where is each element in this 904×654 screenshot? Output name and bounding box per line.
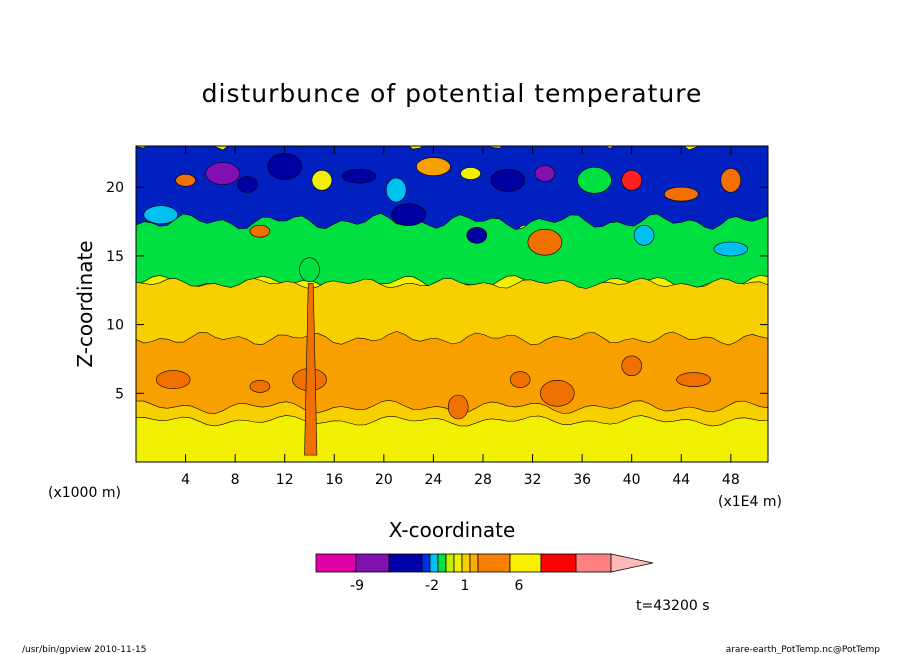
footer-right: arare-earth_PotTemp.nc@PotTemp [726,645,881,654]
x-tick-label: 36 [573,472,591,488]
field-blob [534,165,556,182]
field-blob [385,177,407,203]
x-tick-label: 28 [474,472,492,488]
field-blob [299,257,320,283]
y-tick-label: 10 [106,318,124,334]
field-blob [713,241,749,257]
field-blob [267,153,303,180]
colorbar-segment [429,553,439,573]
field-blob [621,170,643,191]
field-blob [490,169,526,192]
field-blob [249,224,271,238]
field-blob [621,355,643,377]
x-tick-label: 20 [375,472,393,488]
field-blob [249,380,271,393]
field-blob [311,170,333,191]
field-blob [539,379,575,407]
colorbar-tick-label: -2 [425,578,439,594]
colorbar-segment [509,553,542,573]
field-blob [341,168,377,184]
y-axis: 5 10 15 20 [106,180,768,402]
field-blob [466,227,488,244]
field-blob [720,168,742,193]
colorbar-segment [437,553,447,573]
field-blob [447,394,469,420]
colorbar-segment [469,553,479,573]
colorbar-tick-label: 1 [461,578,470,594]
x-tick-label: 16 [325,472,343,488]
potential-temperature-field [136,146,768,462]
x-axis-unit: (x1E4 m) [718,494,782,510]
field-blob [509,371,531,388]
colorbar-segment [445,553,455,573]
y-axis-unit: (x1000 m) [48,485,121,501]
colorbar-extension [610,553,654,573]
core-warm-band [136,331,768,414]
colorbar-segment [315,553,357,573]
x-tick-label: 48 [722,472,740,488]
field-blob [155,370,191,389]
time-label: t=43200 s [636,598,710,614]
colorbar-segment [388,553,423,573]
field-blob [143,205,179,224]
plot-frame [135,145,769,463]
field-blob [577,167,612,194]
field-blob [205,162,240,185]
field-blob [460,167,481,180]
colorbar-tick-label: 6 [515,578,524,594]
x-axis-label: X-coordinate [389,518,516,542]
colorbar-segment [461,553,471,573]
field-blob [175,174,196,187]
x-tick-label: 32 [524,472,542,488]
field-blob [416,157,451,176]
colorbar-segment [540,553,577,573]
x-tick-label: 40 [623,472,641,488]
colorbar-segment [421,553,431,573]
chart-title: disturbunce of potential temperature [202,79,703,108]
colorbar-segment [477,553,511,573]
x-tick-label: 44 [672,472,690,488]
footer-left: /usr/bin/gpview 2010-11-15 [22,645,146,654]
y-tick-label: 20 [106,180,124,196]
x-axis: 4 8 12 16 20 24 28 32 36 40 44 48 [181,146,740,488]
colorbar: -9 -2 1 6 [315,553,654,594]
field-blob [391,203,426,226]
colorbar-segment [355,553,390,573]
y-tick-label: 5 [115,386,124,402]
field-blob [676,372,711,387]
x-tick-label: 8 [231,472,240,488]
y-tick-label: 15 [106,249,124,265]
field-blob [237,176,258,193]
x-tick-label: 12 [276,472,294,488]
x-tick-label: 24 [424,472,442,488]
field-blob [527,228,563,256]
y-axis-label: Z-coordinate [73,240,97,367]
colorbar-segment [575,553,612,573]
field-blob [633,225,655,246]
colorbar-segment [453,553,463,573]
colorbar-tick-label: -9 [350,578,364,594]
field-blob [663,186,699,202]
plume-column [304,283,318,456]
x-tick-label: 4 [181,472,190,488]
